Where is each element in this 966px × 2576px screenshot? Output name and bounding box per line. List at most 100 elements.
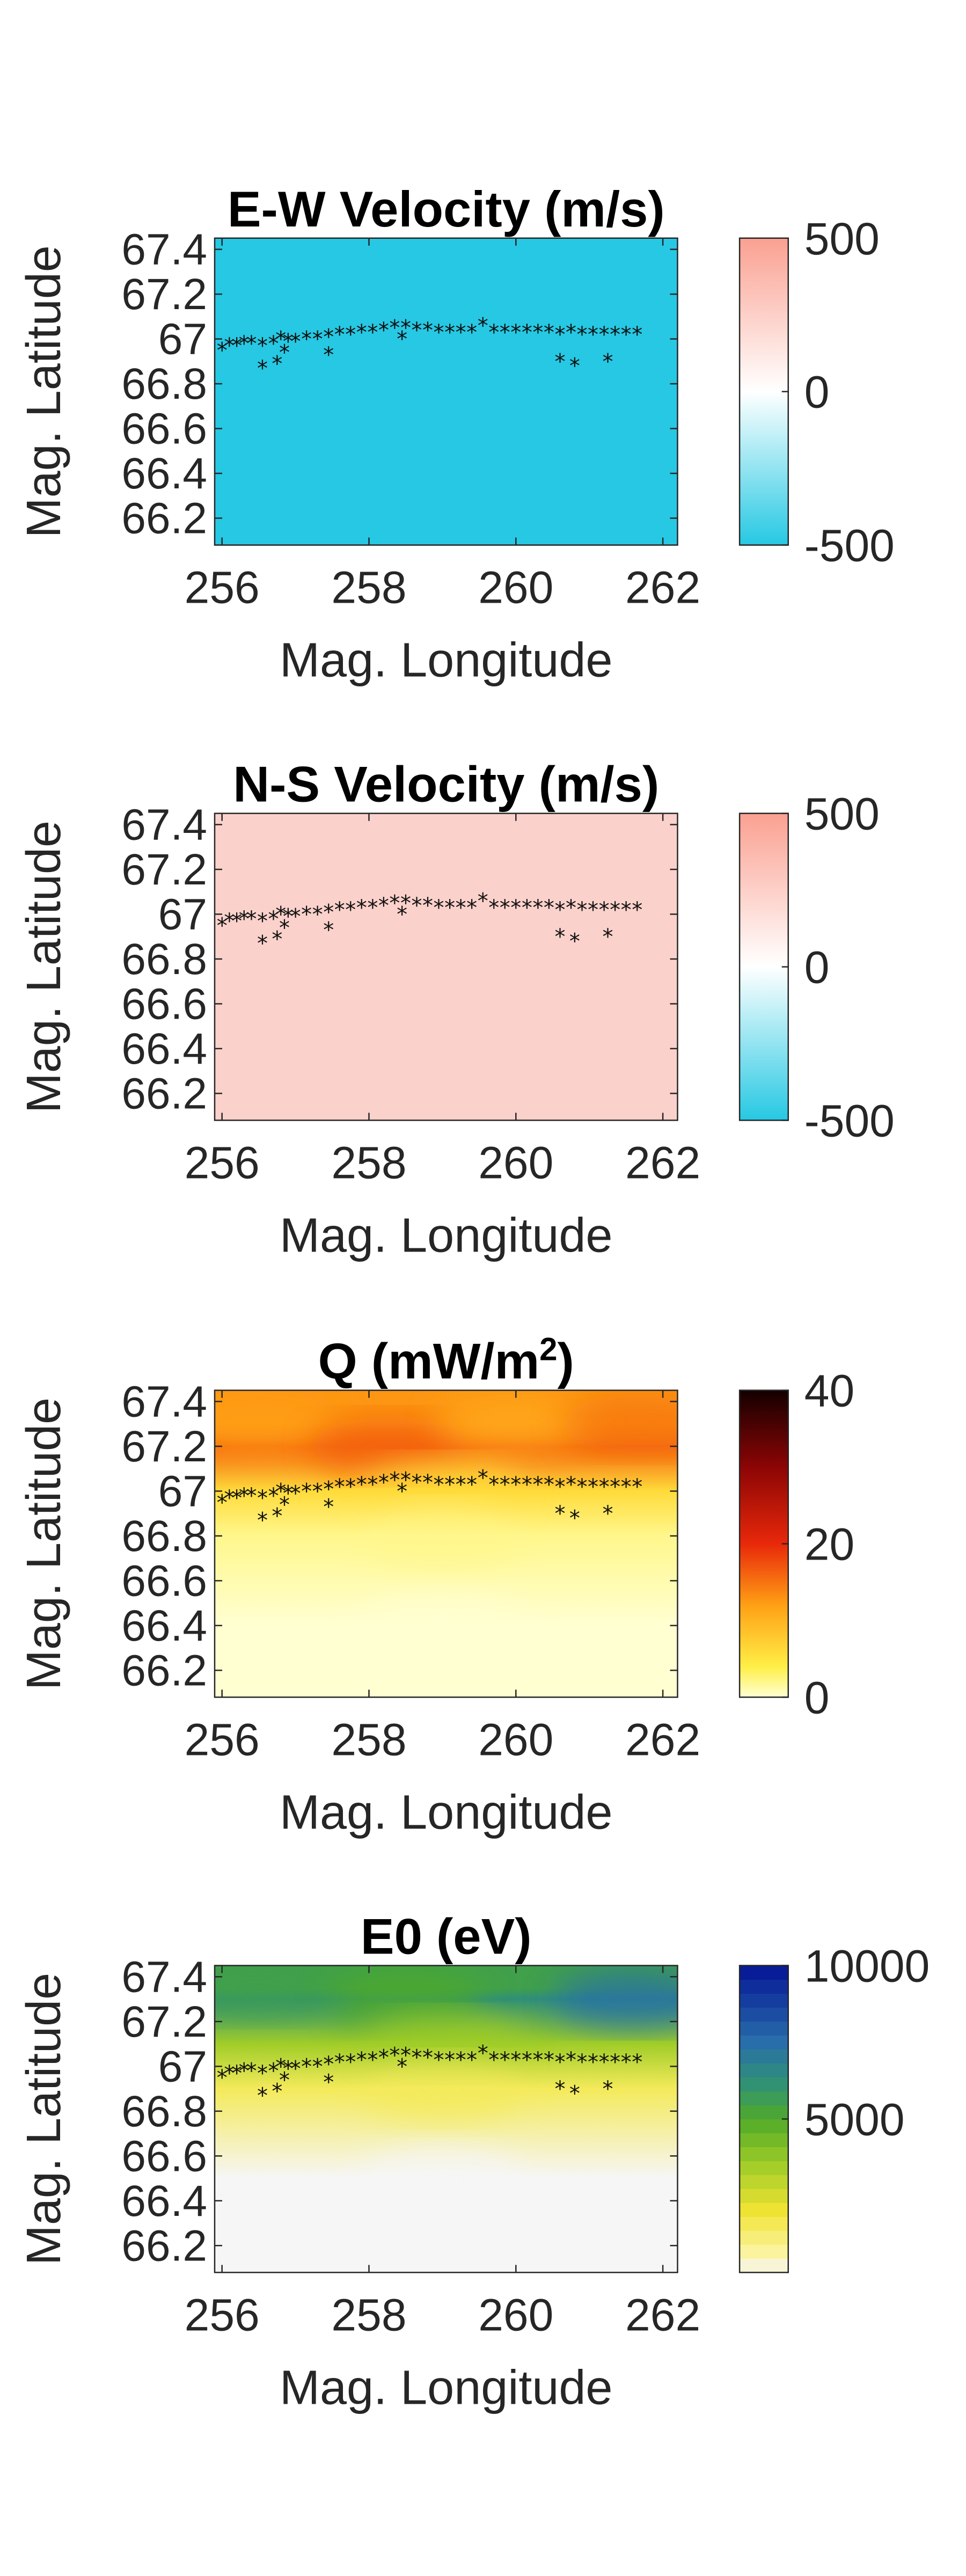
plot-area: ***** * **** * * * * * * * * * * * * * * * * * * * * * * * * * * * * * *… [215, 238, 678, 545]
x-tick-label: 262 [625, 2289, 700, 2340]
x-tick-label: 258 [331, 1715, 406, 1765]
y-axis-label: Mag. Latitude [17, 1397, 71, 1690]
observation-marker: * [275, 1479, 286, 1504]
observation-marker: * [500, 2048, 510, 2073]
observation-marker: * [283, 1482, 294, 1506]
observation-marker: * [275, 327, 286, 352]
y-axis-label: Mag. Latitude [17, 245, 71, 538]
heatmap-cell [362, 2149, 523, 2208]
observation-marker: * [272, 927, 282, 952]
observation-marker: * [246, 1484, 257, 1509]
observation-marker: * [610, 2050, 620, 2075]
observation-marker: * [275, 2054, 286, 2079]
observation-marker: * [224, 334, 235, 358]
observation-marker: * [569, 1506, 580, 1531]
observation-marker: * [588, 1475, 598, 1499]
observation-marker: * [345, 323, 356, 347]
observation-marker: * [577, 2050, 588, 2075]
plot-area: ***** * **** * * * * * * * * * * * * * * * * * * * * * * * * * * * * * *… [215, 813, 678, 1121]
observation-marker: * [544, 1473, 554, 1497]
y-tick-label: 67.2 [121, 270, 207, 319]
colorbar-step [740, 2105, 788, 2119]
observation-marker: * [389, 2043, 400, 2068]
observation-marker: * [389, 316, 400, 341]
colorbar-step [740, 2119, 788, 2133]
heatmap-cell [362, 2014, 523, 2074]
chart-title-superscript: 2 [539, 1331, 557, 1367]
observation-marker: * [478, 1466, 488, 1490]
observation-marker: * [510, 1473, 521, 1497]
observation-marker: * [588, 2050, 598, 2075]
colorbar-gradient [740, 1390, 788, 1697]
observation-marker: * [544, 896, 554, 920]
chart-title: E0 (eV) [361, 1908, 532, 1965]
chart-title-main: E0 (eV) [361, 1908, 532, 1965]
observation-marker: * [312, 2054, 323, 2079]
y-tick-label: 67 [158, 1467, 207, 1516]
observation-marker: * [367, 896, 378, 920]
observation-marker: * [323, 2070, 334, 2095]
observation-marker: * [500, 320, 510, 345]
observation-marker: * [400, 2043, 411, 2068]
y-tick-label: 66.2 [121, 1646, 207, 1695]
observation-marker: * [532, 320, 543, 345]
observation-marker: * [577, 323, 588, 347]
observation-marker: * [272, 2079, 282, 2104]
x-axis-label: Mag. Longitude [280, 1786, 612, 1840]
observation-marker: * [397, 2054, 407, 2079]
y-tick-label: 66.2 [121, 1069, 207, 1118]
observation-marker: * [444, 320, 455, 345]
axes-box [214, 237, 678, 546]
observation-marker: * [478, 889, 488, 913]
observation-marker: * [602, 925, 613, 949]
observation-marker: * [275, 902, 286, 927]
observation-marker: * [378, 318, 389, 343]
observation-marker: * [434, 2048, 444, 2073]
observation-marker: * [488, 320, 499, 345]
observation-marker: * [231, 909, 242, 934]
observation-marker: * [456, 1473, 466, 1497]
observation-marker: * [224, 909, 235, 934]
colorbar-step [740, 2258, 788, 2273]
colorbar-tick-label: 5000 [804, 2094, 905, 2145]
plot-area: ***** * **** * * * * * * * * * * * * * * * * * * * * * * * * * * * * * *… [215, 1390, 678, 1697]
y-axis-label: Mag. Latitude [17, 1973, 71, 2265]
observation-marker: * [323, 918, 334, 943]
observation-marker: * [345, 1475, 356, 1499]
y-tick-label: 67.4 [121, 1377, 207, 1426]
y-tick-label: 66.6 [121, 405, 207, 453]
colorbar: 10000 5000 [738, 1941, 930, 2273]
observation-marker: * [411, 894, 422, 918]
heatmap-cell [435, 1394, 597, 1454]
colorbar-tick-label: 0 [804, 1673, 830, 1723]
colorbar-step [740, 2091, 788, 2105]
colorbar-step [740, 2216, 788, 2231]
observation-marker: * [566, 2048, 576, 2073]
observation-marker: * [367, 2048, 378, 2073]
observation-marker: * [290, 1482, 301, 1506]
observation-marker: * [532, 896, 543, 920]
y-tick-label: 66.4 [121, 449, 207, 498]
observation-marker: * [544, 320, 554, 345]
observation-marker: * [378, 2046, 389, 2070]
x-tick-label: 256 [185, 2289, 260, 2340]
observation-marker: * [257, 932, 268, 956]
observation-marker: * [367, 320, 378, 345]
observation-marker: * [290, 905, 301, 930]
heatmap-cell [362, 2059, 523, 2119]
colorbar-step [740, 2133, 788, 2147]
observation-marker: * [444, 1473, 455, 1497]
observation-marker: * [301, 1479, 312, 1504]
observation-marker: * [444, 2048, 455, 2073]
observation-marker: * [279, 1493, 290, 1518]
observation-marker: * [434, 896, 444, 920]
panel-1: ***** * **** * * * * * * * * * * * * * * * * * * * * * * * * * * * * * *… [17, 181, 895, 687]
observation-marker: * [323, 1495, 334, 1520]
observation-marker: * [532, 1473, 543, 1497]
heatmap-cell [362, 1461, 523, 1521]
heatmap-cell [310, 1416, 472, 1476]
observation-marker: * [356, 896, 367, 920]
observation-marker: * [356, 320, 367, 345]
y-tick-label: 66.6 [121, 2132, 207, 2180]
colorbar: 500 0 -500 [738, 214, 895, 571]
